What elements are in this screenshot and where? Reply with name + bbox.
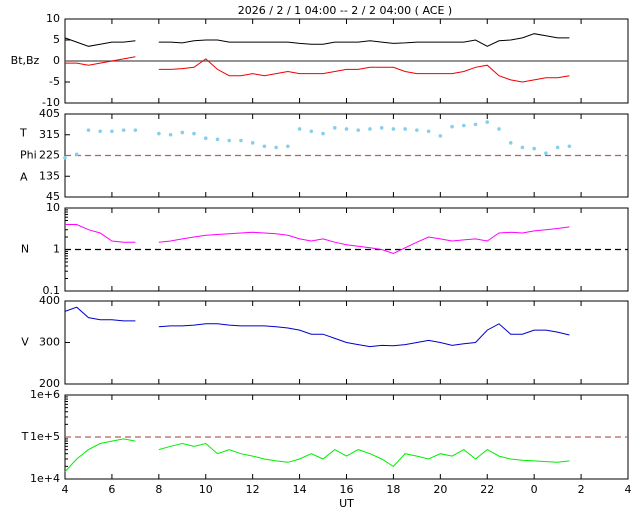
x-tick-label: 16 bbox=[340, 483, 354, 496]
y-tick-label: 400 bbox=[39, 294, 60, 307]
x-tick-label: 4 bbox=[625, 483, 632, 496]
x-tick-label: 20 bbox=[433, 483, 447, 496]
data-line bbox=[64, 33, 570, 47]
y-tick-label: 300 bbox=[39, 336, 60, 349]
data-point bbox=[309, 129, 314, 134]
data-point bbox=[403, 127, 407, 131]
data-point bbox=[438, 134, 443, 138]
data-point bbox=[473, 122, 478, 127]
x-axis-label: UT bbox=[339, 497, 354, 510]
y-tick-label: 405 bbox=[39, 107, 60, 120]
x-tick-label: 22 bbox=[480, 483, 494, 496]
data-point bbox=[250, 141, 255, 145]
data-point bbox=[368, 127, 372, 131]
data-point bbox=[286, 144, 290, 149]
y-tick-label: 1 bbox=[53, 243, 60, 256]
data-point bbox=[321, 131, 325, 136]
y-tick-label: 1e+6 bbox=[30, 388, 60, 401]
x-tick-label: 2 bbox=[578, 483, 585, 496]
data-point bbox=[239, 138, 243, 143]
y-tick-label: 45 bbox=[46, 190, 60, 203]
data-line bbox=[65, 56, 570, 83]
data-point bbox=[297, 127, 302, 131]
x-tick-label: 18 bbox=[386, 483, 400, 496]
y-tick-label: 200 bbox=[39, 377, 60, 390]
y-tick-label: 0.1 bbox=[43, 284, 61, 297]
data-point bbox=[391, 127, 396, 131]
data-line bbox=[64, 306, 570, 348]
x-tick-label: 0 bbox=[531, 483, 538, 496]
data-point bbox=[63, 156, 67, 160]
data-point bbox=[508, 141, 513, 145]
data-point bbox=[415, 128, 419, 132]
data-point bbox=[133, 128, 138, 132]
y-tick-label: 10 bbox=[46, 201, 60, 214]
y-tick-label: 10 bbox=[46, 12, 60, 25]
y-tick-label: 5 bbox=[53, 33, 60, 46]
data-line bbox=[64, 438, 570, 472]
y-axis-label: Phi bbox=[20, 149, 37, 162]
data-point bbox=[121, 128, 126, 132]
y-axis-label: T bbox=[19, 127, 27, 140]
x-tick-label: 12 bbox=[246, 483, 260, 496]
data-point bbox=[426, 129, 431, 134]
data-point bbox=[262, 144, 267, 149]
data-point bbox=[544, 151, 548, 155]
data-point bbox=[520, 145, 525, 150]
data-point bbox=[227, 138, 232, 143]
y-axis-label: T bbox=[21, 430, 29, 443]
data-point bbox=[215, 137, 220, 142]
data-point bbox=[356, 128, 361, 132]
y-tick-label: -10 bbox=[42, 96, 60, 109]
y-tick-label: 1e+5 bbox=[30, 430, 60, 443]
y-tick-label: 0 bbox=[53, 54, 60, 67]
y-axis-label: Bt,Bz bbox=[11, 54, 40, 67]
data-point bbox=[86, 128, 91, 132]
chart-title: 2026 / 2 / 1 04:00 -- 2 / 2 04:00 ( ACE … bbox=[238, 4, 452, 17]
data-point bbox=[344, 127, 349, 131]
y-tick-label: 225 bbox=[39, 149, 60, 162]
x-tick-label: 4 bbox=[62, 483, 69, 496]
data-point bbox=[485, 120, 490, 124]
data-point bbox=[74, 152, 79, 157]
data-line bbox=[65, 224, 570, 255]
y-tick-label: -5 bbox=[49, 75, 60, 88]
data-point bbox=[379, 126, 384, 130]
data-point bbox=[450, 124, 454, 129]
data-point bbox=[567, 144, 572, 149]
data-point bbox=[168, 132, 173, 137]
y-tick-label: 135 bbox=[39, 169, 60, 182]
data-point bbox=[203, 136, 208, 141]
data-point bbox=[461, 123, 466, 128]
data-point bbox=[110, 129, 114, 134]
data-point bbox=[332, 126, 337, 130]
y-axis-label: V bbox=[21, 336, 29, 349]
data-point bbox=[192, 131, 196, 136]
y-axis-label: N bbox=[21, 243, 29, 256]
data-point bbox=[532, 146, 536, 151]
y-tick-label: 1e+4 bbox=[30, 472, 60, 485]
data-point bbox=[157, 131, 161, 136]
x-tick-label: 8 bbox=[155, 483, 162, 496]
data-point bbox=[497, 127, 501, 131]
x-tick-label: 10 bbox=[199, 483, 213, 496]
y-tick-label: 315 bbox=[39, 128, 60, 141]
y-axis-label: A bbox=[20, 171, 28, 184]
x-tick-label: 14 bbox=[293, 483, 307, 496]
data-point bbox=[98, 129, 102, 134]
data-point bbox=[180, 130, 185, 135]
x-tick-label: 6 bbox=[108, 483, 115, 496]
data-point bbox=[555, 145, 560, 150]
data-point bbox=[274, 145, 278, 150]
